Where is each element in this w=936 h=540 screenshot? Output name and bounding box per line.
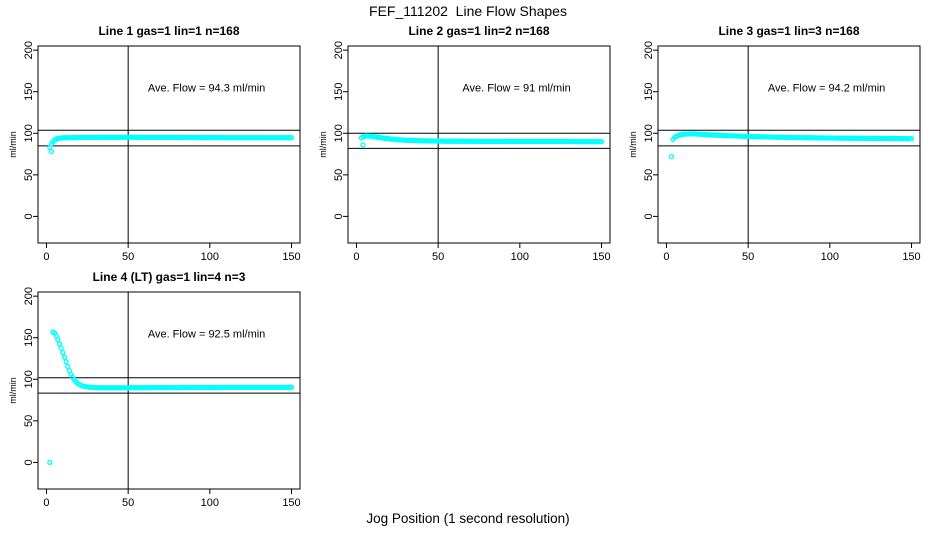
y-tick-label: 200 bbox=[643, 41, 655, 59]
subplot-line-3-chart: Line 3 gas=1 lin=3 n=168 0 50 100 150 0 50 100 1… bbox=[628, 24, 921, 263]
subplot-line-2: Line 2 gas=1 lin=2 n=168 0 50 100 150 0 50 100 1… bbox=[318, 20, 624, 265]
y-tick-label: 50 bbox=[23, 169, 35, 181]
y-tick-label: 50 bbox=[333, 169, 345, 181]
x-tick-label: 100 bbox=[201, 497, 219, 509]
y-tick-label: 200 bbox=[333, 41, 345, 59]
flow-data-points bbox=[47, 134, 295, 155]
x-tick-label: 50 bbox=[432, 251, 444, 263]
y-tick-label: 150 bbox=[23, 83, 35, 101]
y-tick-label: 150 bbox=[643, 83, 655, 101]
y-tick-label: 100 bbox=[23, 370, 35, 388]
flow-data-points bbox=[668, 131, 915, 160]
x-tick-label: 150 bbox=[282, 251, 300, 263]
y-tick-label: 200 bbox=[23, 41, 35, 59]
x-tick-label: 150 bbox=[592, 251, 610, 263]
y-axis-label: ml/min bbox=[8, 377, 18, 404]
plot-box bbox=[347, 45, 611, 244]
subplot-title: Line 2 gas=1 lin=2 n=168 bbox=[408, 24, 549, 38]
x-tick-label: 0 bbox=[43, 251, 49, 263]
x-tick-label: 0 bbox=[43, 497, 49, 509]
subplot-line-4-chart: Line 4 (LT) gas=1 lin=4 n=3 0 50 100 150 0 50 1… bbox=[8, 270, 301, 509]
ave-flow-annotation: Ave. Flow = 94.3 ml/min bbox=[148, 83, 265, 95]
y-tick-label: 50 bbox=[23, 415, 35, 427]
x-tick-label: 100 bbox=[511, 251, 529, 263]
x-tick-label: 50 bbox=[122, 251, 134, 263]
subplot-line-3: Line 3 gas=1 lin=3 n=168 0 50 100 150 0 50 100 1… bbox=[628, 20, 934, 265]
ave-flow-annotation: Ave. Flow = 92.5 ml/min bbox=[148, 329, 265, 341]
x-tick-label: 50 bbox=[742, 251, 754, 263]
y-tick-label: 50 bbox=[643, 169, 655, 181]
flow-data-points bbox=[358, 133, 605, 148]
y-tick-label: 200 bbox=[23, 287, 35, 305]
x-tick-label: 150 bbox=[282, 497, 300, 509]
subplot-line-1: Line 1 gas=1 lin=1 n=168 0 50 100 150 0 50 100 1… bbox=[8, 20, 314, 265]
y-tick-label: 0 bbox=[23, 213, 35, 219]
y-axis-label: ml/min bbox=[628, 131, 638, 158]
y-tick-label: 100 bbox=[643, 124, 655, 142]
y-tick-label: 0 bbox=[333, 213, 345, 219]
y-tick-label: 100 bbox=[333, 124, 345, 142]
ave-flow-annotation: Ave. Flow = 91 ml/min bbox=[462, 83, 570, 95]
figure-title: FEF_111202 Line Flow Shapes bbox=[369, 3, 567, 19]
y-tick-label: 150 bbox=[333, 83, 345, 101]
subplot-line-1-chart: Line 1 gas=1 lin=1 n=168 0 50 100 150 0 50 100 1… bbox=[8, 24, 301, 263]
x-tick-label: 50 bbox=[122, 497, 134, 509]
subplot-line-2-chart: Line 2 gas=1 lin=2 n=168 0 50 100 150 0 50 100 1… bbox=[318, 24, 611, 263]
subplot-title: Line 4 (LT) gas=1 lin=4 n=3 bbox=[93, 270, 246, 284]
subplot-title: Line 3 gas=1 lin=3 n=168 bbox=[718, 24, 859, 38]
y-tick-label: 0 bbox=[643, 213, 655, 219]
plot-box bbox=[657, 45, 921, 244]
x-tick-label: 0 bbox=[353, 251, 359, 263]
figure-xlabel: Jog Position (1 second resolution) bbox=[366, 511, 570, 526]
ave-flow-annotation: Ave. Flow = 94.2 ml/min bbox=[768, 83, 885, 95]
plot-box bbox=[37, 291, 301, 490]
subplot-line-4: Line 4 (LT) gas=1 lin=4 n=3 0 50 100 150 0 50 1… bbox=[8, 266, 314, 511]
plot-box bbox=[37, 45, 301, 244]
x-tick-label: 0 bbox=[663, 251, 669, 263]
subplot-title: Line 1 gas=1 lin=1 n=168 bbox=[98, 24, 239, 38]
x-tick-label: 100 bbox=[821, 251, 839, 263]
y-tick-label: 100 bbox=[23, 124, 35, 142]
flow-data-points bbox=[47, 329, 295, 466]
y-axis-label: ml/min bbox=[8, 131, 18, 158]
y-tick-label: 0 bbox=[23, 459, 35, 465]
x-tick-label: 100 bbox=[201, 251, 219, 263]
y-axis-label: ml/min bbox=[318, 131, 328, 158]
x-tick-label: 150 bbox=[902, 251, 920, 263]
y-tick-label: 150 bbox=[23, 329, 35, 347]
